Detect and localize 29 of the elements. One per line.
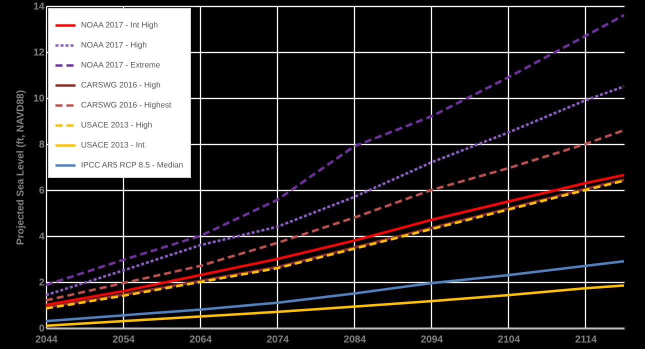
x-tick-label: 2064	[190, 334, 212, 346]
x-tick-label: 2104	[498, 334, 520, 346]
y-tick-label: 2	[38, 278, 45, 288]
line-series	[44, 260, 626, 322]
legend-label: NOAA 2017 - High	[81, 40, 147, 50]
y-tick-label: 8	[38, 140, 45, 150]
legend-label: CARSWG 2016 - Highest	[81, 100, 172, 110]
legend-label: IPCC AR5 RCP 8.5 - Median	[81, 160, 184, 170]
x-tick-label: 2114	[575, 334, 598, 346]
legend-label: NOAA 2017 - Int High	[81, 20, 158, 30]
y-axis-title: Projected Sea Level (ft, NAVD88)	[15, 90, 26, 245]
x-tick-label: 2094	[420, 334, 444, 346]
legend-label: USACE 2013 - Int	[81, 140, 146, 150]
y-tick-label: 14	[33, 2, 45, 12]
line-series	[44, 284, 626, 327]
y-tick-label: 6	[38, 186, 45, 196]
y-tick-label: 12	[33, 48, 45, 58]
y-tick-label: 10	[33, 94, 45, 104]
legend-label: CARSWG 2016 - High	[81, 80, 161, 90]
x-tick-label: 2054	[112, 334, 136, 346]
x-tick-label: 2074	[266, 334, 290, 346]
legend-label: USACE 2013 - High	[81, 120, 152, 130]
line-series	[44, 14, 626, 286]
legend-label: NOAA 2017 - Extreme	[81, 60, 161, 70]
x-tick-label: 2084	[344, 334, 366, 346]
line-series	[44, 128, 626, 302]
y-tick-label: 0	[38, 324, 45, 334]
y-tick-label: 4	[38, 232, 45, 242]
x-tick-label: 2044	[35, 334, 58, 346]
